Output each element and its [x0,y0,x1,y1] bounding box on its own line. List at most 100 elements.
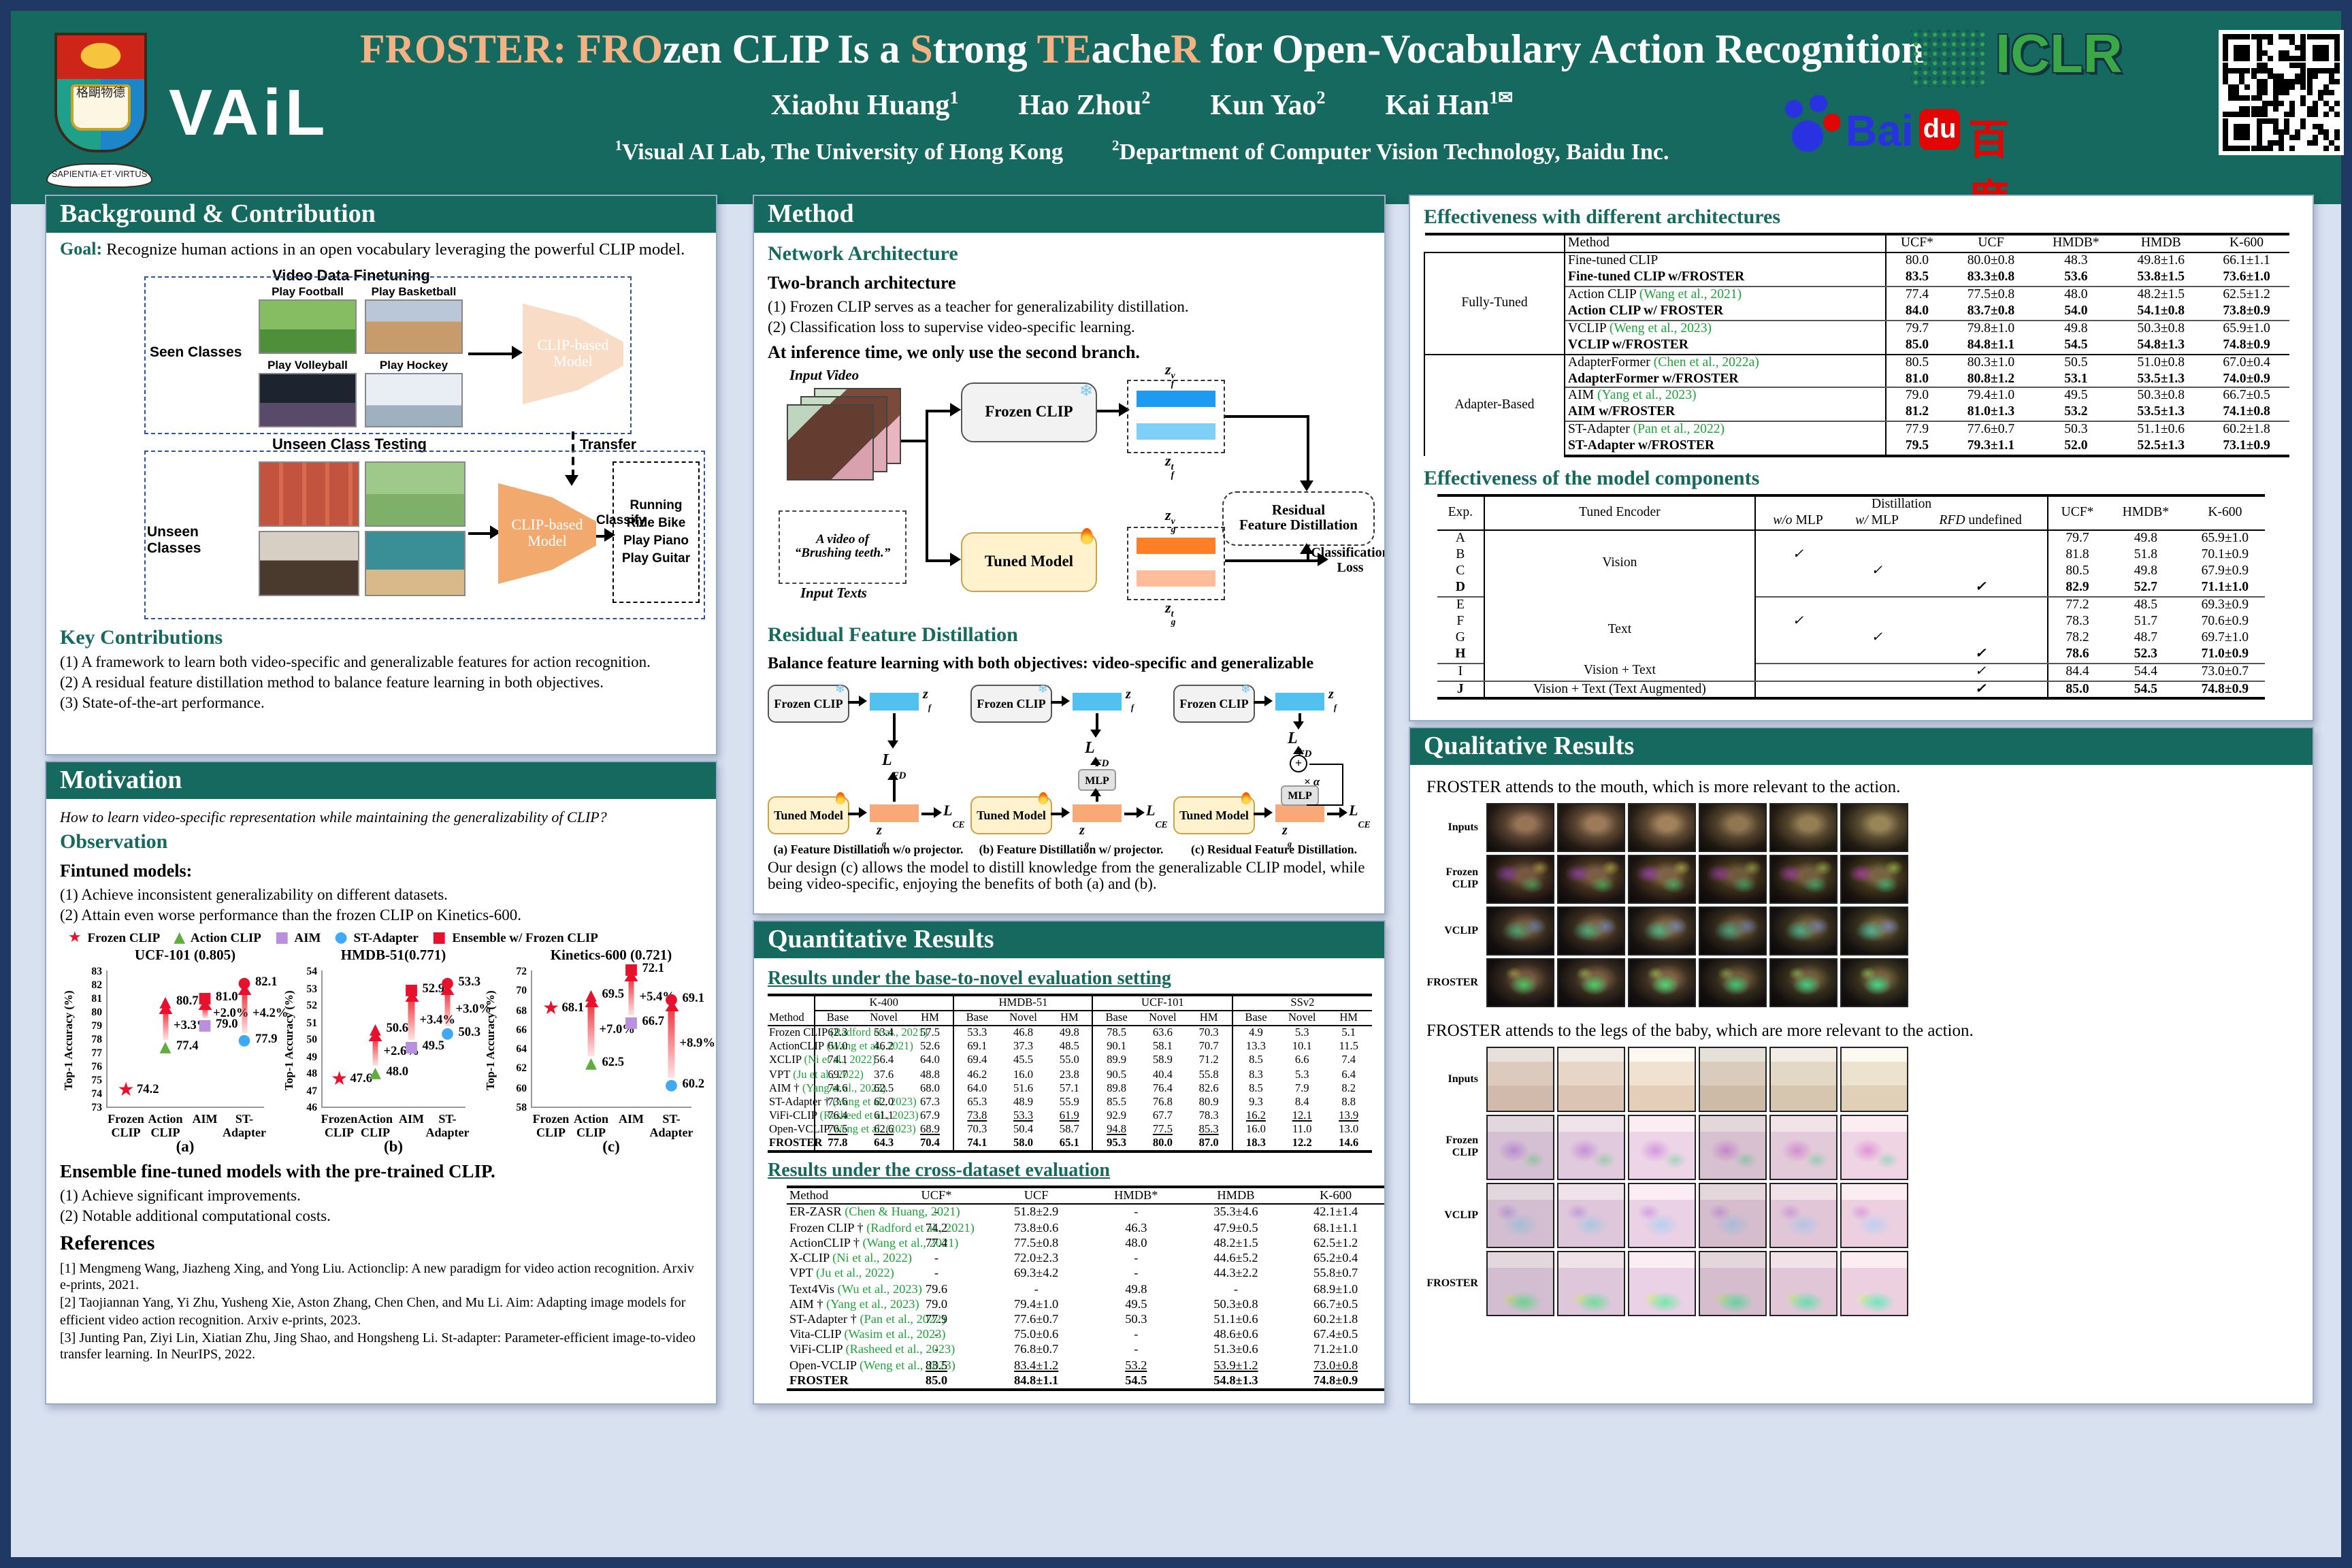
qual-frame [1486,803,1554,852]
y-tick: 76 [91,1060,102,1073]
zg-feature-bar [1275,804,1324,822]
qualitative-grid-baby: Inputs Frozen CLIP VCLIP FROSTER [1426,1047,2299,1316]
seen-class-label: Play Football [272,284,344,298]
seen-class-image [259,373,357,427]
y-tick: 80 [91,1006,102,1018]
data-point-circle: ● [440,1024,455,1043]
rfd-box: Residual Feature Distillation [1222,491,1375,546]
data-point-value: 82.1 [255,976,278,990]
zf-label: z f [1328,687,1337,713]
title-segment: ache [1091,27,1171,72]
x-category-label: Action CLIP [148,1112,183,1140]
unseen-class-image [365,461,466,527]
panel-method: Method Network Architecture Two-branch a… [753,195,1386,915]
unseen-dashed-box [144,451,705,619]
delta-label: +8.9% [679,1037,715,1051]
fire-icon [1039,792,1048,804]
input-text-box: A video of “Brushing teeth.” [779,510,906,584]
data-point-value: 80.7 [176,995,199,1009]
contribution-item: (1) A framework to learn both video-spec… [60,655,651,671]
references-heading: References [60,1233,155,1255]
two-branch-label: Two-branch architecture [768,272,956,293]
qual-frame [1840,1047,1908,1112]
contribution-item: (3) State-of-the-art performance. [60,696,265,712]
y-tick: 83 [91,965,102,977]
class-list-box: Running Ride Bike Play Piano Play Guitar [612,461,700,603]
qual-frame [1699,958,1767,1007]
data-point-square: ■ [624,1013,638,1031]
data-point-square: ■ [404,1038,419,1056]
contribution-list: (1) A framework to learn both video-spec… [60,655,702,712]
section-header: Background & Contribution [46,196,716,233]
title-segment: for Open-Vocabulary Action Recognition [1200,27,1924,72]
data-point-value: 66.7 [642,1015,665,1029]
rfd-heading: Residual Feature Distillation [768,625,1018,647]
motivation-charts: UCF-101 (0.805) Top-1 Accuracy (%) 73 74 75 7… [60,949,715,1156]
tuned-model-box: Tuned Model [768,792,849,834]
y-tick: 73 [91,1101,102,1113]
x-category-label: Action CLIP [358,1112,393,1140]
components-heading: Effectiveness of the model components [1424,468,1760,491]
x-category-label: ST-Adapter [649,1112,693,1140]
qual-frame [1840,958,1908,1007]
architectures-heading: Effectiveness with different architectur… [1424,207,1781,229]
y-tick: 78 [91,1033,102,1045]
improvement-arrow [201,1009,208,1018]
vail-logo: VAiL [169,78,329,150]
x-axis [321,1107,466,1108]
qual-frame [1699,906,1767,956]
frozen-clip-box: Frozen CLIP ❄ [970,683,1052,723]
qual-frame [1840,906,1908,956]
x-category-label: Frozen CLIP [321,1112,358,1140]
y-tick: 60 [516,1081,527,1094]
panel-motivation: Motivation How to learn video-specific r… [45,761,717,1405]
motivation-question: How to learn video-specific representati… [60,810,607,826]
observation-list: (1) Achieve inconsistent generalizabilit… [60,887,702,924]
goal-text: Recognize human actions in an open vocab… [106,240,685,259]
x-category-label: Frozen CLIP [108,1112,144,1140]
data-point-value: 79.0 [216,1018,238,1032]
data-point-square: ■ [197,1016,212,1034]
qual-frame [1628,1251,1696,1316]
zf-feature-bar [1275,693,1324,710]
zf-feature-bar [1073,693,1122,710]
affiliations-line: 1Visual AI Lab, The University of Hong K… [351,139,1933,166]
legend-marker-triangle: ▲ [174,928,186,946]
y-tick: 58 [516,1101,527,1113]
y-tick: 48 [306,1067,317,1079]
chart-b: HMDB-51(0.771) Top-1 Accuracy (%) 46 47 48 49… [280,949,491,1156]
data-point-star: ★ [542,997,560,1019]
seen-class-cell: Play Football [259,284,357,354]
qual-frame [1557,906,1625,956]
seen-class-cell: Play Hockey [365,358,463,427]
qual-frame [1486,855,1554,904]
y-tick: 68 [516,1004,527,1017]
y-tick: 53 [306,982,317,994]
y-tick: 79 [91,1019,102,1032]
crest-lion-icon [78,41,124,71]
qual-row-label: Inputs [1448,820,1479,833]
y-tick: 82 [91,979,102,991]
qual-frame [1769,1115,1838,1180]
author-name: Xiaohu Huang1 [770,87,959,121]
qual-frame [1769,855,1838,904]
author-name: Hao Zhou2 [1018,87,1151,121]
delta-label: +3.0% [455,1003,491,1017]
qual-row-label: VCLIP [1444,924,1478,936]
tuned-model-box: Tuned Model [961,528,1097,592]
delta-label: +3.3% [174,1019,210,1033]
snowflake-icon: ❄ [1079,381,1093,400]
qual-frame [1840,1251,1908,1316]
authors-line: Xiaohu Huang1 Hao Zhou2 Kun Yao2 Kai Han1✉ [351,87,1933,122]
unseen-class-name: Running [630,498,683,513]
iclr-dots-icon [1911,30,1984,87]
finetuned-models-label: Fintuned models: [60,860,193,881]
observation-item: (1) Achieve inconsistent generalizabilit… [60,887,448,904]
qual-frame [1628,803,1696,852]
data-point-value: 74.2 [137,1083,159,1097]
data-point-triangle: ▲ [370,1019,381,1037]
x-category-label: AIM [619,1112,644,1126]
fire-icon [1081,528,1093,544]
